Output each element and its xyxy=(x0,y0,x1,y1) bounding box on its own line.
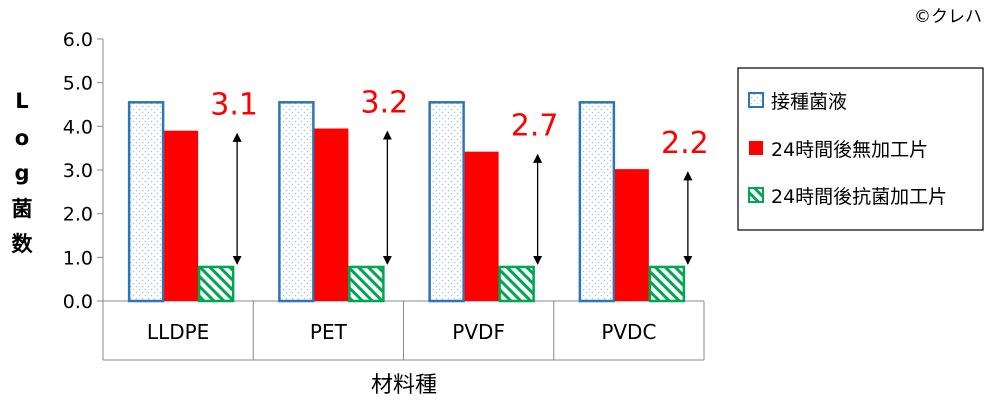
reduction-label: 3.1 xyxy=(210,88,258,123)
legend-entry-label: 24時間後抗菌加工片 xyxy=(771,186,947,208)
bar-inoculum xyxy=(278,101,315,303)
credit-label: ©クレハ xyxy=(914,7,982,27)
y-tick-label: 0.0 xyxy=(63,291,93,313)
bar-untreated xyxy=(314,128,349,301)
category-label: PVDC xyxy=(601,320,656,344)
bar-antibacterial xyxy=(648,265,686,303)
y-tick-label: 2.0 xyxy=(63,204,93,226)
y-axis-label-char: 数 xyxy=(12,232,34,256)
reduction-label: 3.2 xyxy=(361,86,409,121)
y-tick-label: 1.0 xyxy=(63,247,93,269)
reduction-label: 2.2 xyxy=(661,126,709,161)
bar-antibacterial xyxy=(498,265,535,303)
category-label: LLDPE xyxy=(147,320,209,344)
y-axis-label-char: g xyxy=(14,161,29,185)
bar-inoculum xyxy=(127,101,165,303)
category-label: PVDF xyxy=(452,320,505,344)
legend-entry-label: 24時間後無加工片 xyxy=(771,139,928,161)
bar-antibacterial xyxy=(348,265,385,303)
bar-untreated xyxy=(614,169,649,301)
reduction-label: 2.7 xyxy=(511,109,559,144)
legend-frame xyxy=(737,67,984,231)
y-axis-label-char: L xyxy=(15,89,28,113)
bar-untreated xyxy=(464,151,499,301)
y-tick-label: 4.0 xyxy=(63,116,93,138)
y-tick-label: 5.0 xyxy=(63,73,93,95)
x-axis-label: 材料種 xyxy=(371,373,437,398)
legend-entry-label: 接種菌液 xyxy=(771,91,847,113)
bar-inoculum xyxy=(428,101,465,303)
bar-inoculum xyxy=(578,101,616,303)
category-label: PET xyxy=(310,320,348,344)
legend-swatch xyxy=(748,187,764,203)
y-tick-label: 3.0 xyxy=(63,160,93,182)
y-axis-label-char: 菌 xyxy=(12,197,33,221)
legend-swatch xyxy=(748,92,764,108)
legend-swatch xyxy=(749,141,763,155)
y-tick-label: 6.0 xyxy=(63,29,93,51)
bar-antibacterial xyxy=(197,265,235,303)
legend: 接種菌液 24時間後無加工片 24時間後抗菌加工片 xyxy=(737,67,984,231)
y-axis-label-char: o xyxy=(15,126,29,150)
bar-untreated xyxy=(164,130,199,301)
plot-area: 0.0 1.0 2.0 3.0 4.0 5.0 6.0 LLDPE PET PVDF PVDC 3.1… xyxy=(63,29,709,361)
